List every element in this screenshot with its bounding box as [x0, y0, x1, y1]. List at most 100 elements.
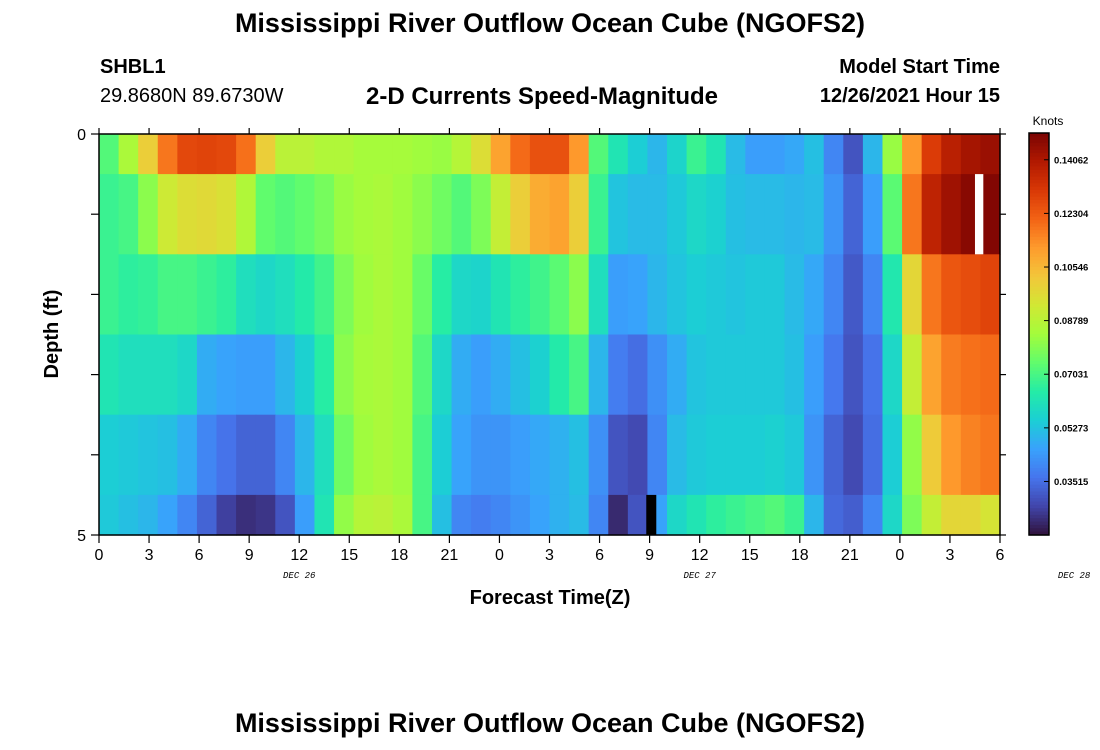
colorbar-segment	[1029, 236, 1049, 241]
colorbar-tick-label: 0.05273	[1054, 423, 1088, 434]
heatmap-cell	[549, 134, 570, 175]
heatmap-cell	[510, 254, 531, 336]
heatmap-cell	[764, 334, 786, 416]
heatmap-cell	[99, 174, 120, 255]
heatmap-cell	[334, 334, 355, 416]
heatmap-cell	[843, 414, 864, 496]
colorbar-segment	[1029, 457, 1049, 462]
colorbar-segment	[1029, 468, 1049, 472]
heatmap-cell	[608, 254, 629, 336]
colorbar-segment	[1029, 323, 1049, 328]
colorbar-segment	[1029, 390, 1049, 395]
heatmap-cell	[196, 174, 218, 255]
heatmap-cell	[275, 334, 296, 416]
heatmap-cell	[451, 174, 472, 255]
heatmap-cell	[490, 494, 511, 536]
x-tick-label: 6	[996, 547, 1005, 564]
colorbar-segment	[1029, 256, 1049, 261]
date-label: DEC 28	[1058, 571, 1091, 581]
heatmap-cell	[490, 334, 511, 416]
heatmap-cell	[471, 414, 492, 496]
colorbar-segment	[1029, 367, 1049, 372]
heatmap-cell	[882, 414, 903, 496]
heatmap-cell	[431, 334, 453, 416]
colorbar-segment	[1029, 488, 1049, 493]
heatmap-cell	[99, 334, 120, 416]
colorbar-segment	[1029, 407, 1049, 412]
heatmap-cell	[686, 174, 707, 255]
x-tick-label: 9	[645, 547, 654, 564]
heatmap-cell	[627, 414, 649, 496]
heatmap-cell	[686, 414, 707, 496]
heatmap-cell	[353, 254, 374, 336]
colorbar-segment	[1029, 267, 1049, 271]
heatmap-cell	[764, 494, 786, 536]
colorbar-segment	[1029, 283, 1049, 288]
heatmap-cell	[862, 494, 884, 536]
heatmap-cell	[921, 174, 942, 255]
colorbar-tick-label: 0.12304	[1054, 209, 1089, 220]
colorbar-title: Knots	[1033, 114, 1064, 128]
heatmap-cell	[510, 334, 531, 416]
colorbar-segment	[1029, 293, 1049, 298]
heatmap-cell	[980, 334, 1001, 416]
heatmap-cell	[373, 174, 394, 255]
heatmap-cell	[177, 414, 198, 496]
heatmap-cell	[667, 414, 688, 496]
heatmap-cell	[471, 254, 492, 336]
missing-data-cell	[646, 494, 657, 535]
colorbar-segment	[1029, 297, 1049, 302]
heatmap-cell	[921, 414, 942, 496]
heatmap-cell	[157, 174, 178, 255]
colorbar-segment	[1029, 424, 1049, 429]
heatmap-cell	[804, 494, 825, 536]
heatmap-cell	[647, 414, 668, 496]
colorbar-tick-label: 0.14062	[1054, 155, 1088, 166]
colorbar-segment	[1029, 514, 1049, 519]
heatmap-cell	[471, 134, 492, 175]
heatmap-cell	[451, 254, 472, 336]
colorbar-segment	[1029, 491, 1049, 496]
colorbar-segment	[1029, 471, 1049, 476]
heatmap-cell	[862, 174, 884, 255]
heatmap-cell	[843, 334, 864, 416]
heatmap-cell	[353, 414, 374, 496]
date-label: DEC 26	[283, 571, 316, 581]
heatmap-cell	[882, 254, 903, 336]
heatmap-cell	[334, 134, 355, 175]
colorbar-segment	[1029, 374, 1049, 379]
colorbar-segment	[1029, 260, 1049, 265]
heatmap-cell	[569, 334, 590, 416]
heatmap-cell	[745, 254, 766, 336]
colorbar-segment	[1029, 344, 1049, 348]
heatmap-cell	[882, 494, 903, 536]
colorbar-segment	[1029, 233, 1049, 238]
heatmap-cell	[431, 134, 453, 175]
heatmap-cell	[608, 494, 629, 536]
heatmap-cell	[373, 494, 394, 536]
colorbar-segment	[1029, 230, 1049, 235]
heatmap-cell	[138, 334, 159, 416]
heatmap-cell	[392, 254, 413, 336]
colorbar-segment	[1029, 524, 1049, 529]
heatmap-cell	[138, 494, 159, 536]
heatmap-cell	[373, 254, 394, 336]
heatmap-cell	[745, 414, 766, 496]
heatmap-cell	[236, 134, 257, 175]
heatmap-cell	[902, 414, 923, 496]
heatmap-cell	[510, 134, 531, 175]
colorbar-segment	[1029, 250, 1049, 255]
heatmap-cell	[118, 254, 139, 336]
colorbar-segment	[1029, 461, 1049, 466]
colorbar-segment	[1029, 136, 1049, 141]
heatmap-cell	[255, 254, 276, 336]
station-coordinates: 29.8680N 89.6730W	[100, 85, 284, 107]
heatmap-cell	[216, 494, 237, 536]
heatmap-cell	[99, 494, 120, 536]
heatmap-cell	[196, 254, 218, 336]
heatmap-cell	[157, 254, 178, 336]
heatmap-cell	[412, 134, 433, 175]
heatmap-cell	[451, 134, 472, 175]
heatmap-cell	[960, 494, 982, 536]
